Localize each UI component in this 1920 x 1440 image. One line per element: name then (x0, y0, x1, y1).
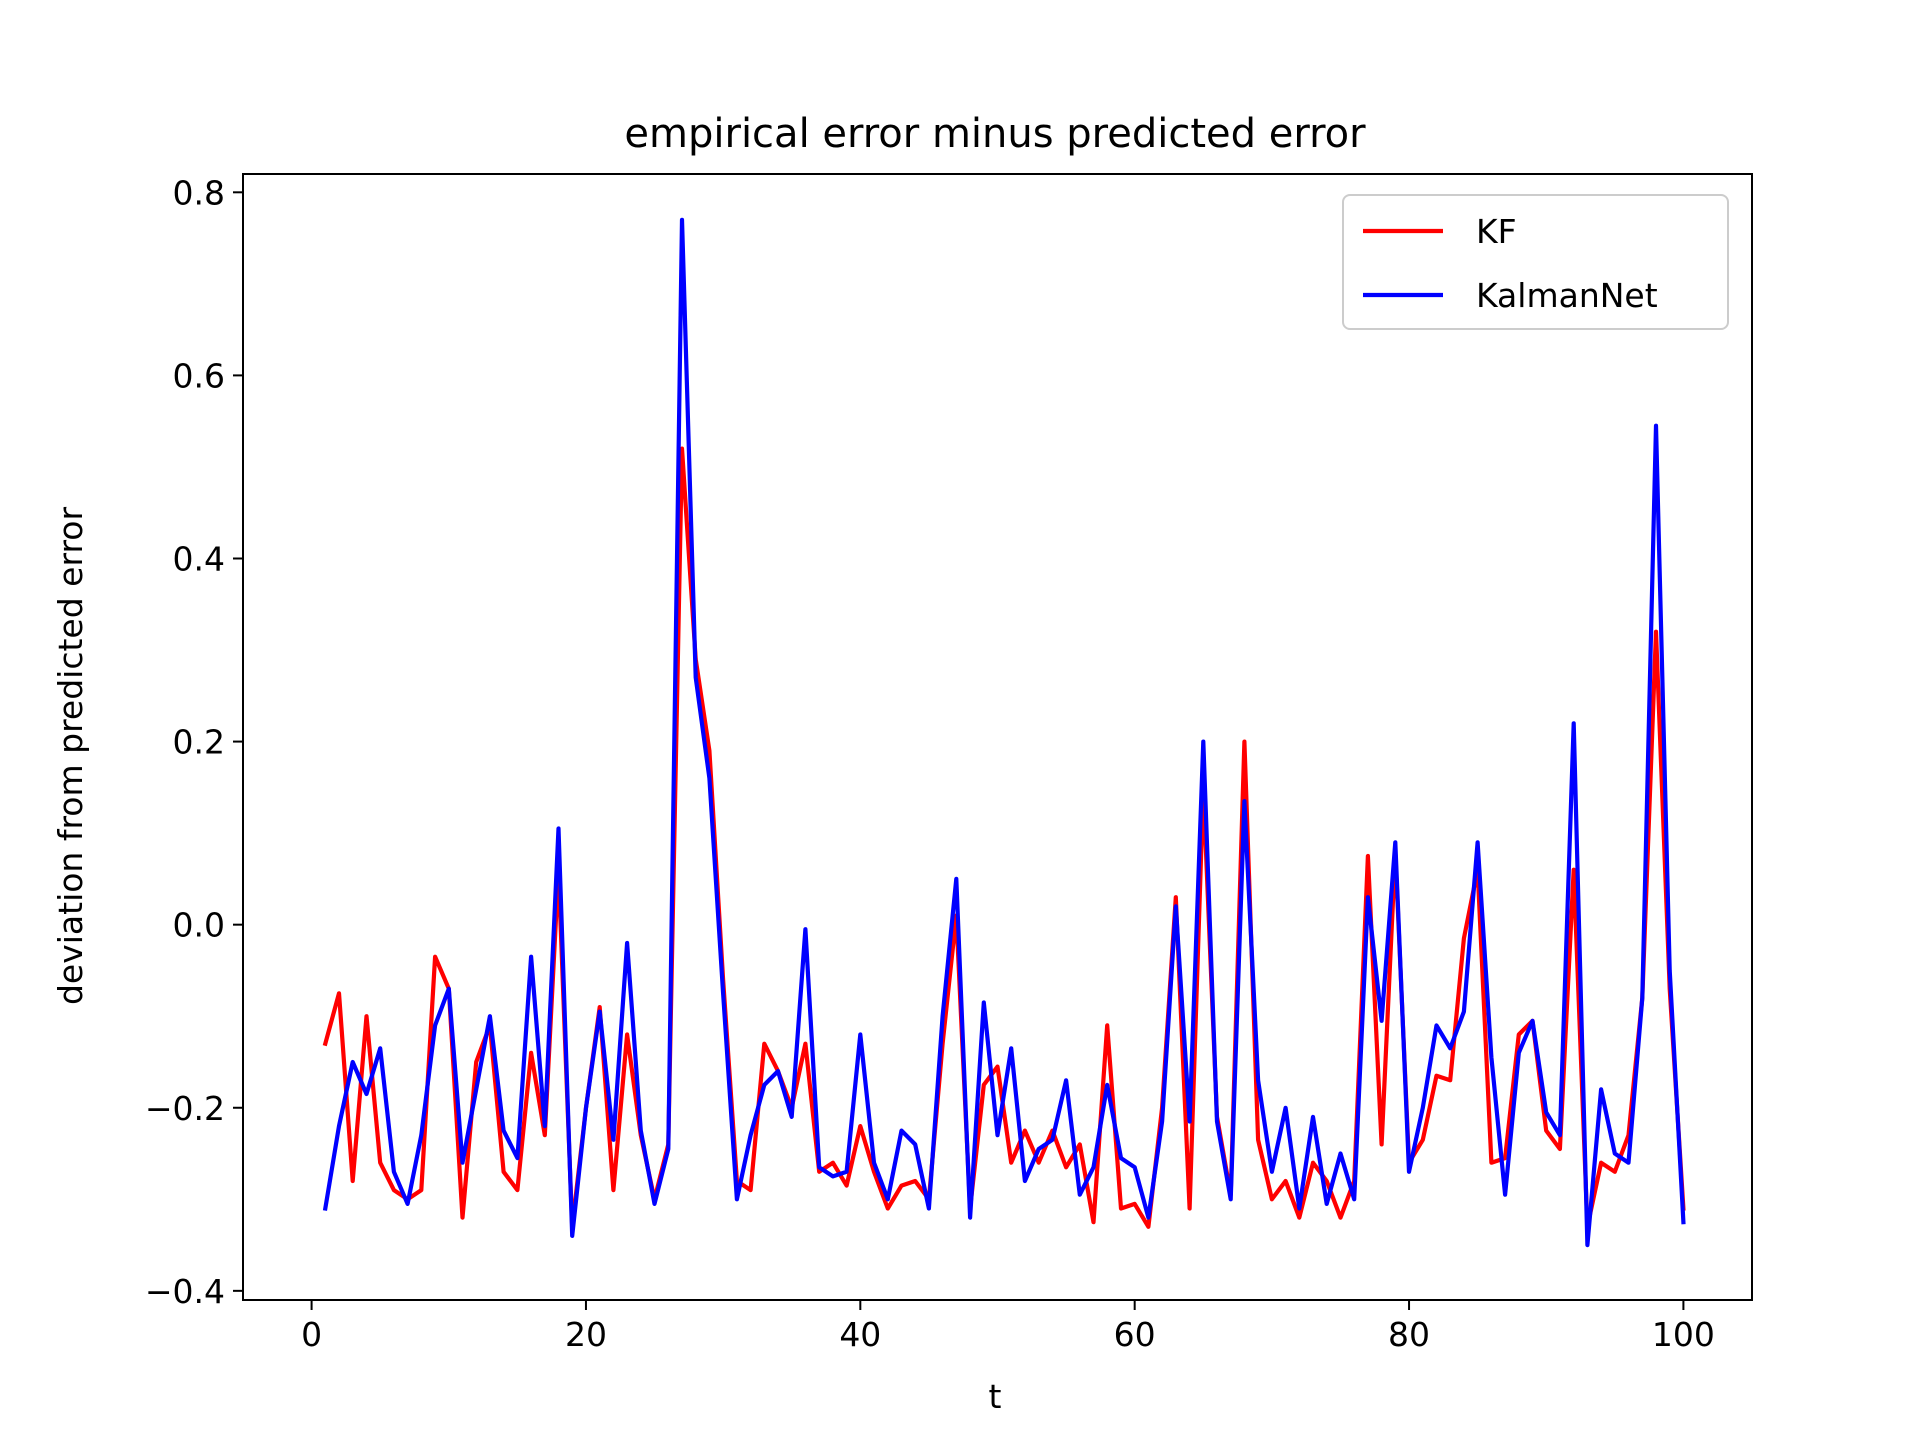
series-line-kalmannet (322, 217, 1686, 1248)
plot-frame (242, 173, 1753, 1301)
y-tick-label: 0.8 (173, 173, 225, 212)
y-tick-label: −0.4 (145, 1272, 225, 1311)
y-tick-label: −0.2 (145, 1089, 225, 1128)
x-tick-label: 0 (301, 1315, 322, 1354)
axes-layer: 0 20 40 60 80 100 −0.4 −0.2 0.0 0.2 0.4 0.6 0.8 (145, 173, 1753, 1354)
y-tick-label: 0.6 (173, 356, 225, 395)
y-tick-label: 0.2 (173, 723, 225, 762)
chart-title: empirical error minus predicted error (624, 111, 1366, 157)
series-layer (322, 217, 1686, 1248)
legend-label-kalmannet: KalmanNet (1476, 276, 1658, 315)
y-tick-label: 0.4 (173, 539, 225, 578)
x-tick-label: 100 (1652, 1315, 1715, 1354)
legend: KF KalmanNet (1342, 194, 1729, 330)
x-axis-label: t (989, 1377, 1002, 1416)
y-axis-label: deviation from predicted error (51, 507, 90, 1006)
x-tick-label: 80 (1388, 1315, 1430, 1354)
y-tick-label: 0.0 (173, 906, 225, 945)
x-tick-label: 20 (565, 1315, 607, 1354)
x-tick-label: 60 (1114, 1315, 1156, 1354)
x-tick-label: 40 (839, 1315, 881, 1354)
legend-label-kf: KF (1476, 212, 1517, 251)
